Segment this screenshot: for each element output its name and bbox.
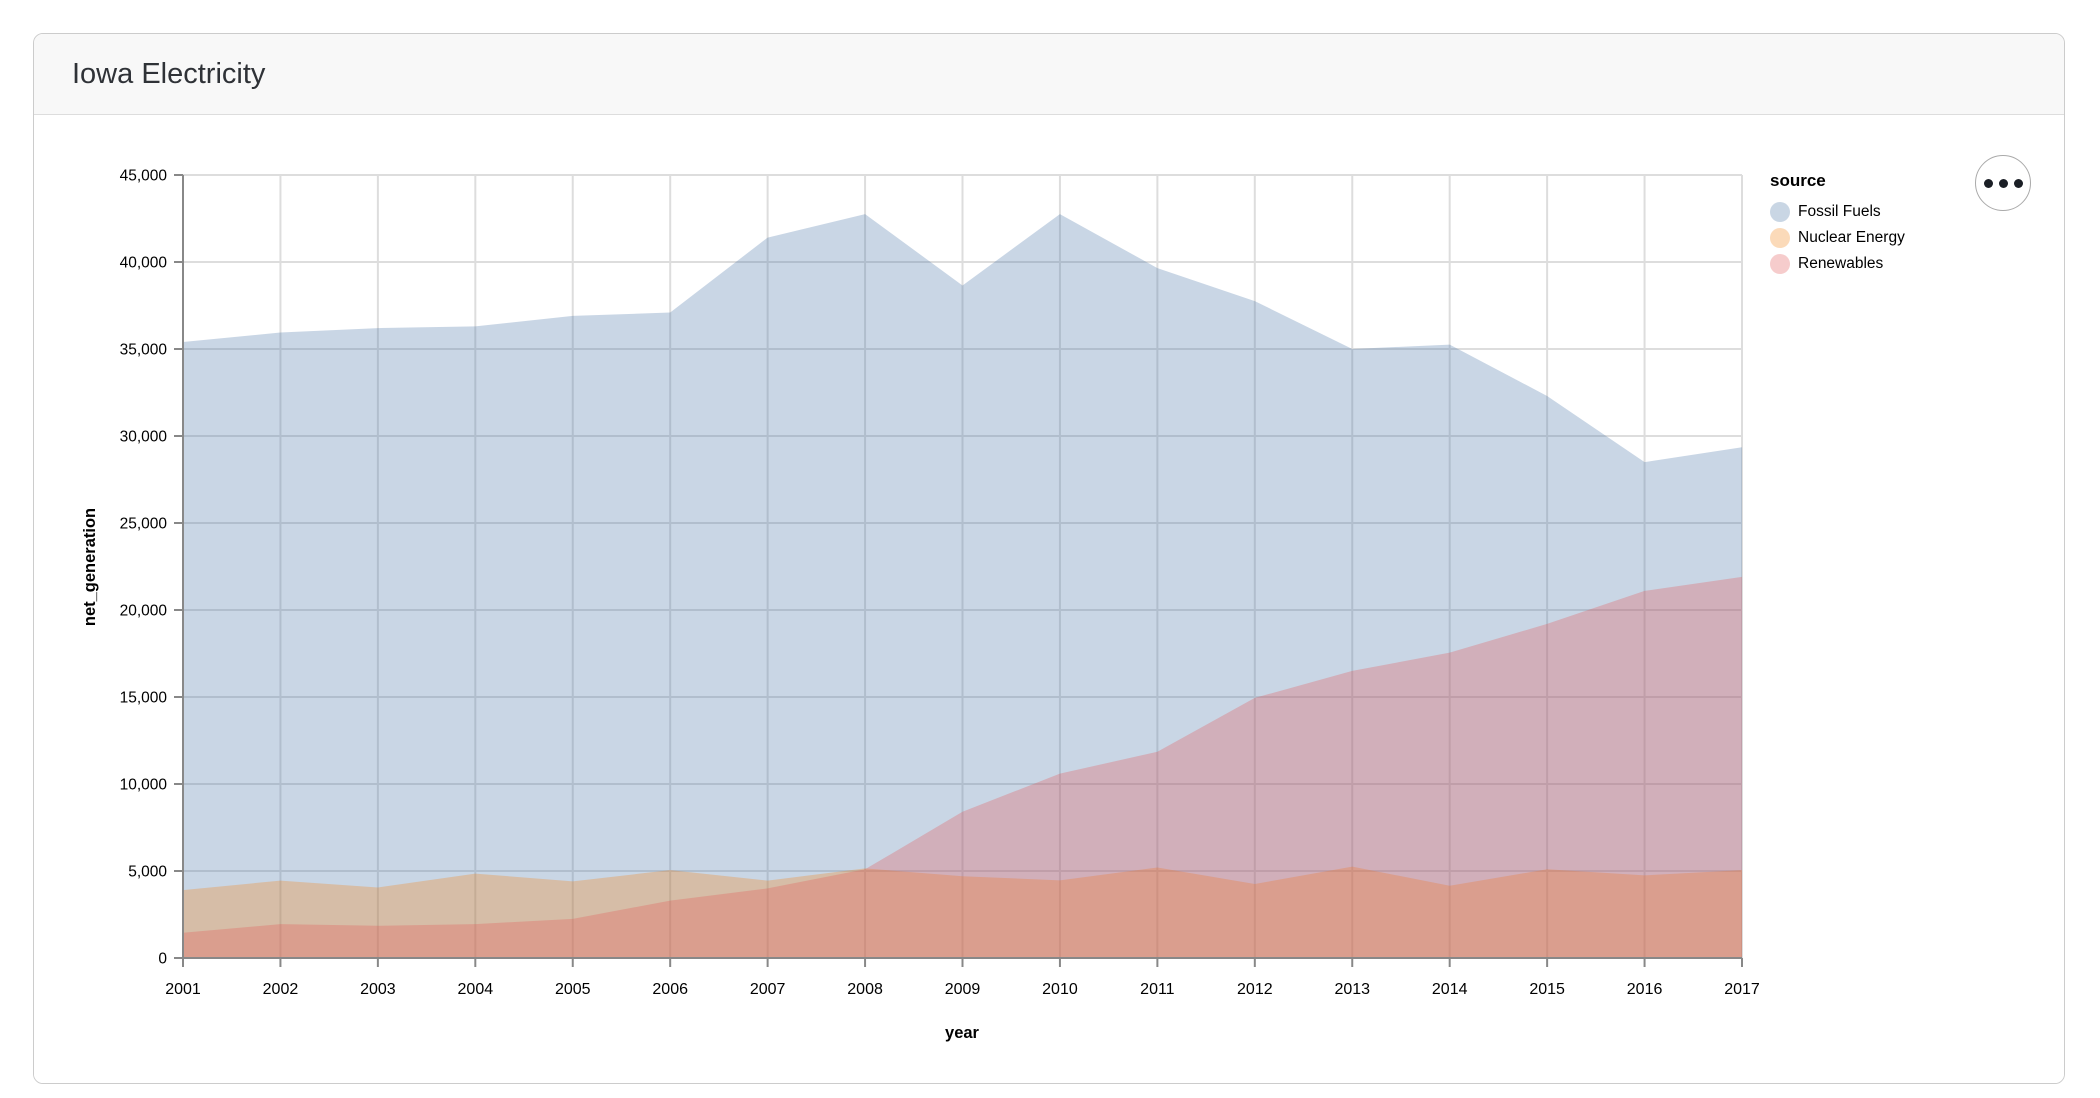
x-tick-label: 2008 — [847, 981, 883, 998]
legend-label: Renewables — [1798, 255, 1884, 272]
legend-label: Nuclear Energy — [1798, 229, 1905, 246]
x-tick-label: 2015 — [1529, 981, 1565, 998]
chart-panel: 0 5,000 10,000 15,000 20,000 25,000 30,000 35,0… — [34, 115, 2064, 1083]
x-tick-label: 2002 — [263, 981, 299, 998]
ellipsis-icon — [1983, 178, 1993, 188]
y-tick-label: 0 — [158, 950, 167, 967]
chart-card: Iowa Electricity 0 5,000 10,000 15,000 20,00… — [33, 33, 2065, 1084]
x-tick-label: 2007 — [750, 981, 786, 998]
x-tick-label: 2017 — [1724, 981, 1760, 998]
page-title: Iowa Electricity — [72, 57, 266, 90]
x-tick-label: 2009 — [945, 981, 981, 998]
x-tick-label: 2005 — [555, 981, 591, 998]
ellipsis-icon — [1998, 178, 2008, 188]
chart-actions-button[interactable] — [1975, 155, 2031, 211]
legend-swatch-icon — [1770, 202, 1790, 222]
x-tick-label: 2011 — [1140, 981, 1175, 998]
x-tick-label: 2006 — [652, 981, 688, 998]
legend-swatch-icon — [1770, 254, 1790, 274]
x-tick-label: 2014 — [1432, 981, 1468, 998]
legend-item: Nuclear Energy — [1770, 225, 2000, 251]
y-tick-label: 40,000 — [120, 254, 168, 271]
x-tick-label: 2012 — [1237, 981, 1273, 998]
legend-swatch-icon — [1770, 228, 1790, 248]
y-tick-label: 35,000 — [120, 341, 168, 358]
x-tick-label: 2016 — [1627, 981, 1663, 998]
card-header: Iowa Electricity — [34, 34, 2064, 115]
y-tick-label: 10,000 — [120, 776, 168, 793]
legend-item: Renewables — [1770, 251, 2000, 277]
legend-label: Fossil Fuels — [1798, 203, 1881, 220]
legend-item: Fossil Fuels — [1770, 199, 2000, 225]
x-tick-label: 2013 — [1334, 981, 1370, 998]
area-chart: 0 5,000 10,000 15,000 20,000 25,000 30,000 35,0… — [81, 167, 1760, 1042]
x-tick-label: 2001 — [165, 981, 201, 998]
legend-items: Fossil Fuels Nuclear Energy Renewables — [1770, 199, 2000, 277]
legend: source Fossil Fuels Nuclear Energy Renewab… — [1770, 171, 2000, 277]
y-tick-label: 30,000 — [120, 428, 168, 445]
y-tick-label: 25,000 — [120, 515, 168, 532]
area-renewables — [183, 576, 1742, 958]
area-fossil-fuels — [183, 214, 1742, 959]
ellipsis-icon — [2013, 178, 2023, 188]
y-tick-label: 15,000 — [120, 689, 168, 706]
x-axis-title: year — [945, 1024, 980, 1042]
y-tick-label: 20,000 — [120, 602, 168, 619]
x-tick-label: 2010 — [1042, 981, 1078, 998]
y-tick-label: 45,000 — [120, 167, 168, 184]
y-axis-title: net_generation — [81, 508, 99, 626]
x-tick-label: 2003 — [360, 981, 396, 998]
x-tick-label: 2004 — [458, 981, 494, 998]
legend-title: source — [1770, 171, 1826, 190]
y-tick-label: 5,000 — [128, 863, 167, 880]
area-nuclear-energy — [183, 866, 1742, 958]
